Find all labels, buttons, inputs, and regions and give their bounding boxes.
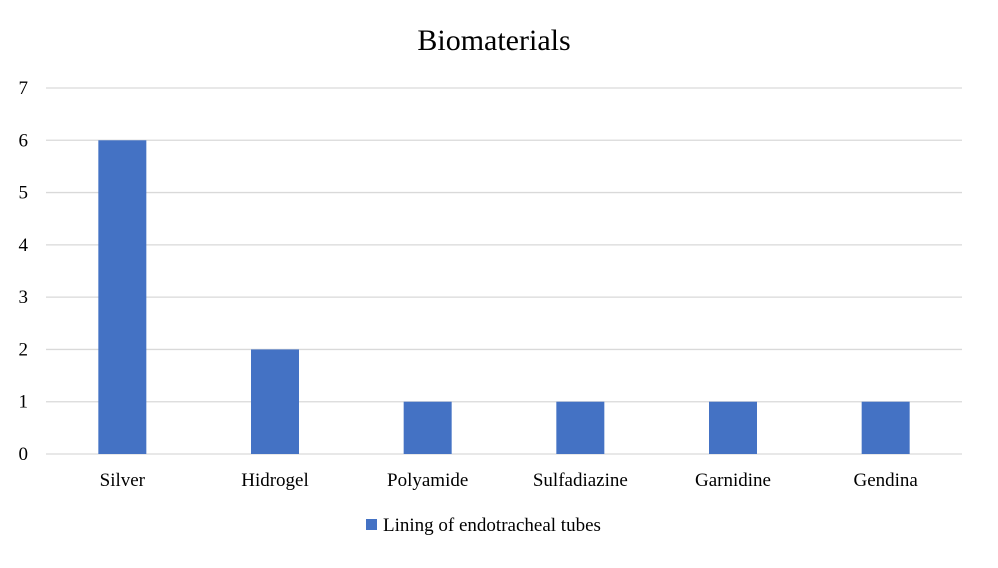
gridlines — [46, 87, 962, 455]
y-tick-label: 3 — [19, 287, 29, 308]
x-tick-label: Silver — [100, 470, 146, 491]
y-tick-label: 0 — [19, 444, 29, 465]
legend-label: Lining of endotracheal tubes — [383, 515, 601, 536]
bars — [98, 140, 910, 455]
y-tick-label: 2 — [19, 339, 29, 360]
x-tick-label: Hidrogel — [241, 470, 309, 491]
y-tick-label: 5 — [19, 183, 29, 204]
bar-garnidine — [709, 401, 757, 454]
chart-title: Biomaterials — [417, 24, 570, 57]
legend: Lining of endotracheal tubes — [366, 515, 601, 536]
bar-sulfadiazine — [556, 401, 605, 454]
bar-hidrogel — [251, 349, 299, 454]
y-tick-label: 6 — [19, 130, 29, 151]
y-tick-label: 7 — [19, 78, 29, 99]
x-tick-label: Gendina — [853, 470, 918, 491]
y-tick-label: 4 — [19, 235, 29, 256]
x-tick-label: Polyamide — [387, 470, 468, 491]
bar-polyamide — [403, 401, 452, 454]
legend-swatch — [366, 519, 377, 530]
y-tick-label: 1 — [19, 392, 29, 413]
bar-gendina — [861, 401, 910, 454]
x-axis-ticks: Silver Hidrogel Polyamide Sulfadiazine Garni… — [100, 470, 919, 491]
x-tick-label: Garnidine — [695, 470, 771, 491]
y-axis-ticks: 0 1 2 3 4 5 6 7 — [19, 78, 29, 465]
bar-silver — [98, 140, 147, 455]
x-tick-label: Sulfadiazine — [533, 470, 628, 491]
